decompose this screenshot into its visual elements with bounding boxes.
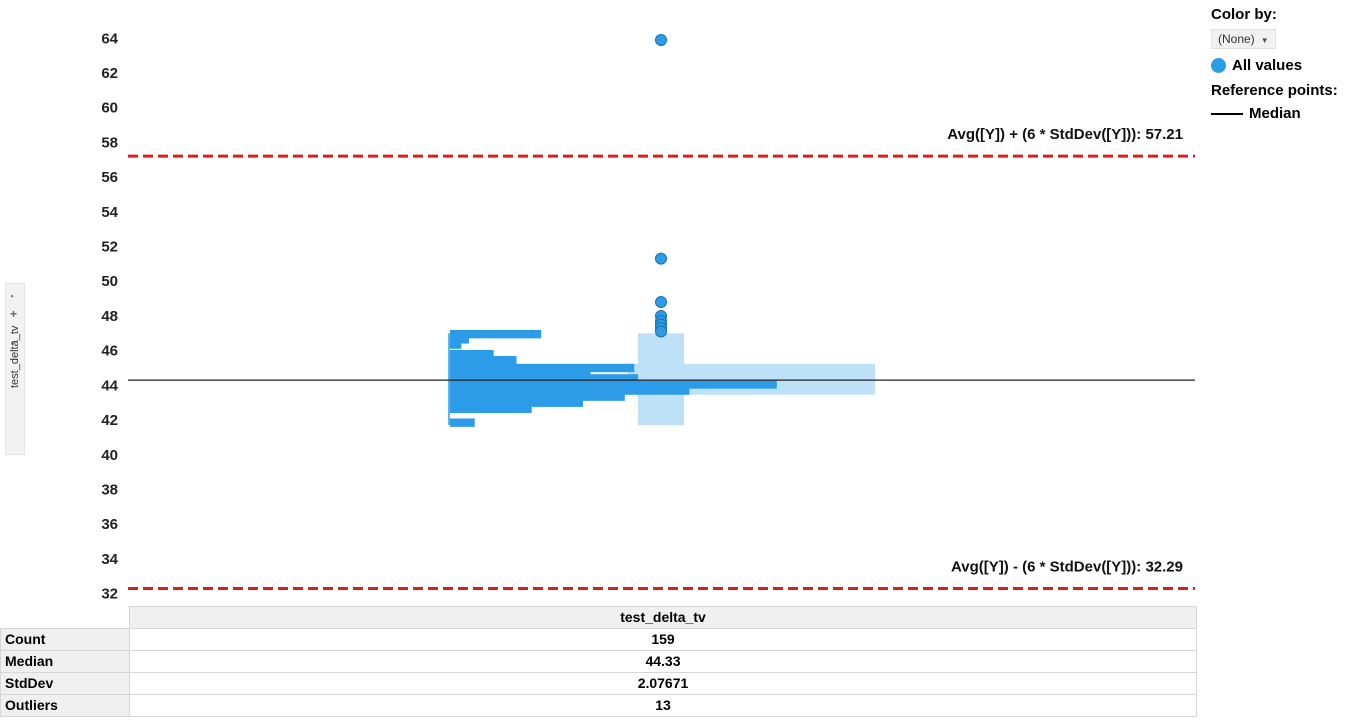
y-tick-label: 36 — [101, 516, 118, 533]
y-tick-label: 64 — [101, 30, 118, 47]
reference-lines: Avg([Y]) + (6 * StdDev([Y])): 57.21 Avg([… — [128, 126, 1195, 591]
point-swatch-icon — [1211, 58, 1226, 73]
legend-label: All values — [1232, 57, 1303, 74]
row-header: Count — [0, 628, 130, 651]
axis-dropdown-arrow-icon[interactable]: ▸ — [11, 340, 15, 347]
outlier-point — [655, 34, 667, 47]
distribution-mirror-bar — [628, 369, 875, 378]
distribution-bar — [450, 349, 494, 359]
reference-line-label: Avg([Y]) + (6 * StdDev([Y])): 57.21 — [947, 126, 1183, 143]
y-tick-label: 54 — [101, 204, 118, 221]
table-row: Median 44.33 — [0, 650, 1197, 673]
reference-line-label: Avg([Y]) - (6 * StdDev([Y])): 32.29 — [951, 559, 1183, 576]
y-tick-label: 60 — [101, 100, 118, 117]
y-axis: 32 34 36 38 40 42 44 46 48 50 52 54 56 58 60 62 64 — [101, 30, 118, 602]
color-by-value: (None) — [1218, 32, 1255, 46]
distribution-mirror-bar — [628, 363, 875, 373]
y-tick-label: 34 — [101, 551, 118, 568]
y-tick-label: 46 — [101, 343, 118, 360]
y-tick-label: 44 — [101, 377, 118, 394]
distribution-histogram — [450, 329, 875, 427]
y-tick-label: 40 — [101, 447, 118, 464]
y-tick-label: 56 — [101, 169, 118, 186]
box-plot: 32 34 36 38 40 42 44 46 48 50 52 54 56 58 60 62 64 Avg([… — [101, 30, 1195, 603]
y-tick-label: 50 — [101, 273, 118, 290]
distribution-bar — [450, 329, 542, 339]
legend: Color by: (None) ▼ All values Reference p… — [1211, 6, 1356, 130]
outlier-point — [655, 296, 667, 309]
color-by-dropdown[interactable]: (None) ▼ — [1211, 29, 1276, 49]
y-axis-column-label[interactable]: test_delta_tv — [9, 325, 21, 388]
distribution-bar — [450, 335, 469, 344]
add-axis-icon[interactable]: + — [10, 307, 18, 321]
distribution-bar — [450, 386, 690, 395]
distribution-bar — [450, 355, 517, 365]
distribution-bar — [450, 418, 475, 427]
distribution-mirror-bar — [628, 386, 875, 395]
stat-value: 44.33 — [129, 650, 1197, 673]
row-header: StdDev — [0, 672, 130, 695]
y-tick-label: 48 — [101, 308, 118, 325]
stat-value: 2.07671 — [129, 672, 1197, 695]
legend-item-all-values[interactable]: All values — [1211, 57, 1356, 74]
distribution-mirror-bar — [628, 374, 875, 383]
y-tick-label: 52 — [101, 239, 118, 256]
legend-label: Median — [1249, 105, 1301, 122]
legend-item-median[interactable]: Median — [1211, 105, 1356, 122]
y-tick-label: 62 — [101, 65, 118, 82]
table-row: Count 159 — [0, 628, 1197, 651]
table-header-row: test_delta_tv — [1, 606, 1197, 629]
reference-points-title: Reference points: — [1211, 82, 1338, 99]
distribution-bar — [450, 363, 635, 373]
distribution-bar — [450, 392, 625, 401]
row-header: Median — [0, 650, 130, 673]
color-by-title: Color by: — [1211, 6, 1277, 23]
y-tick-label: 38 — [101, 481, 118, 498]
outlier-point — [655, 325, 667, 338]
column-header[interactable]: test_delta_tv — [129, 606, 1197, 629]
table-row: Outliers 13 — [0, 694, 1197, 717]
y-tick-label: 58 — [101, 134, 118, 151]
stat-value: 159 — [129, 628, 1197, 651]
distribution-bar — [450, 398, 583, 407]
outlier-point — [655, 252, 667, 265]
distribution-bar — [450, 369, 591, 378]
table-corner — [1, 607, 130, 629]
y-tick-label: 32 — [101, 586, 118, 603]
distribution-bar — [450, 340, 462, 349]
median-line-swatch-icon — [1211, 112, 1243, 115]
row-header: Outliers — [0, 694, 130, 717]
statistics-table: test_delta_tv Count 159 Median 44.33 Std… — [0, 606, 1197, 717]
distribution-bar — [450, 404, 532, 413]
distribution-bar — [450, 374, 639, 383]
stat-value: 13 — [129, 694, 1197, 717]
distribution-bar — [450, 380, 777, 389]
collapse-arrow-icon[interactable]: ▸ — [11, 293, 15, 300]
y-axis-selector[interactable]: ▸ + ▸ test_delta_tv — [5, 283, 25, 455]
outlier-points[interactable] — [655, 34, 667, 338]
y-tick-label: 42 — [101, 412, 118, 429]
dropdown-caret-icon: ▼ — [1260, 36, 1269, 45]
table-row: StdDev 2.07671 — [0, 672, 1197, 695]
